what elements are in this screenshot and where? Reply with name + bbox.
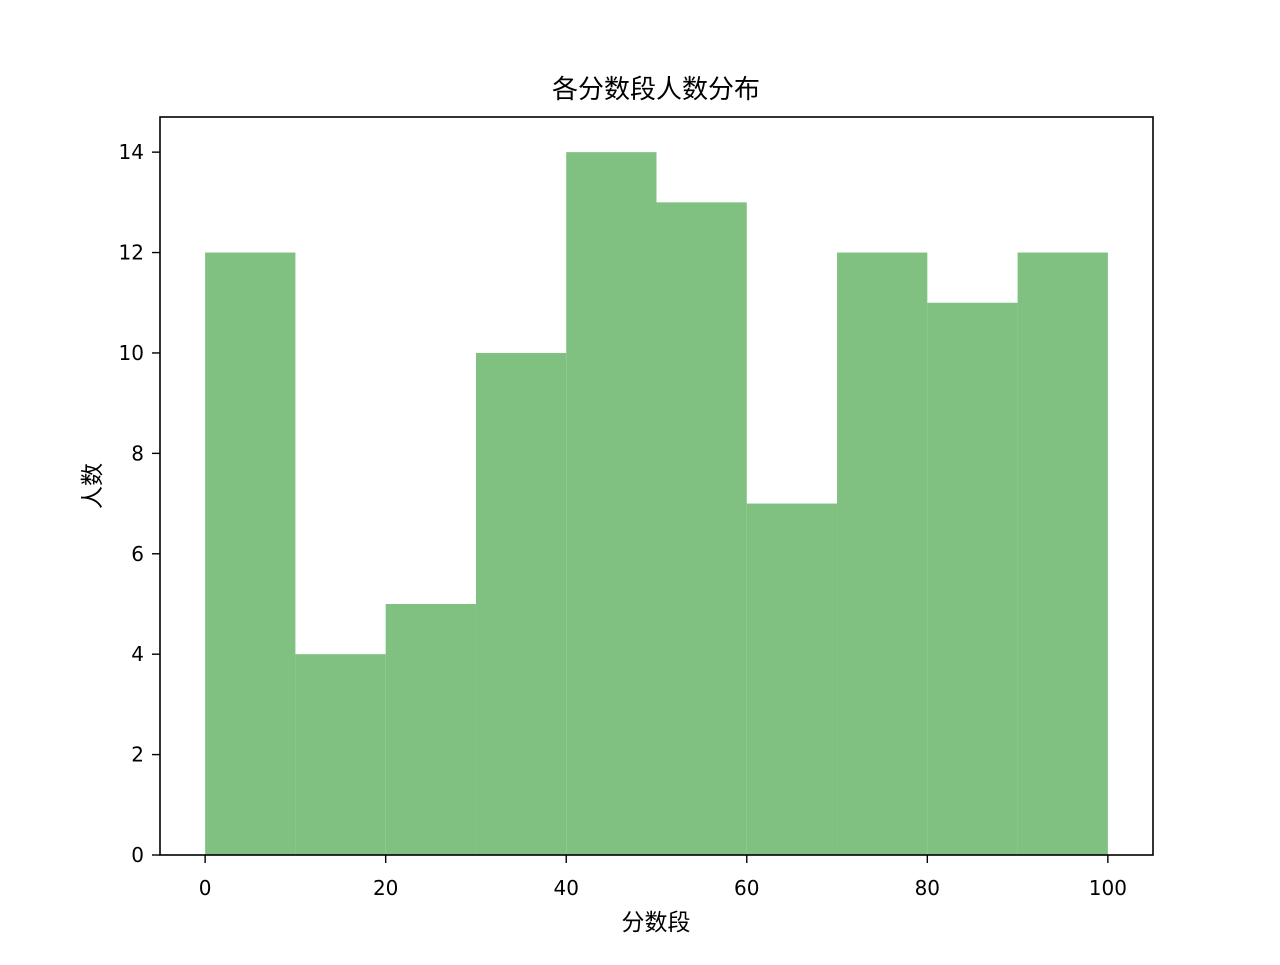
y-tick-label: 10 — [119, 341, 144, 365]
y-tick-label: 4 — [131, 642, 144, 666]
histogram-bar — [205, 252, 296, 855]
plot-frame — [159, 116, 1154, 856]
y-tick-label: 2 — [131, 743, 144, 767]
y-tick-label: 12 — [119, 241, 144, 265]
y-tick-label: 0 — [131, 843, 144, 867]
x-tick-label: 20 — [373, 876, 398, 900]
x-tick-label: 60 — [734, 876, 759, 900]
x-axis-title: 分数段 — [622, 910, 691, 936]
y-tick-label: 14 — [119, 140, 144, 164]
histogram-bar — [475, 352, 567, 855]
x-axis-ticks: 0 20 40 60 80 100 — [199, 855, 1127, 900]
y-axis-title: 人数 — [80, 463, 106, 509]
histogram-bar — [656, 202, 747, 856]
histogram-bar — [295, 654, 386, 855]
y-tick-label: 8 — [131, 441, 144, 465]
histogram-bar — [927, 302, 1018, 855]
x-tick-label: 0 — [199, 876, 212, 900]
x-tick-label: 40 — [554, 876, 579, 900]
chart-title: 各分数段人数分布 — [552, 75, 760, 105]
histogram-bar — [385, 603, 476, 855]
histogram-bar — [566, 152, 657, 856]
histogram-bar — [1017, 252, 1108, 855]
histogram-bar — [837, 252, 928, 855]
y-tick-label: 6 — [131, 542, 144, 566]
bars-layer — [205, 152, 1108, 856]
x-tick-label: 80 — [915, 876, 940, 900]
x-tick-label: 100 — [1089, 876, 1127, 900]
y-axis-ticks: 0 2 4 6 8 10 12 14 — [119, 140, 160, 867]
histogram-bar — [746, 503, 838, 855]
